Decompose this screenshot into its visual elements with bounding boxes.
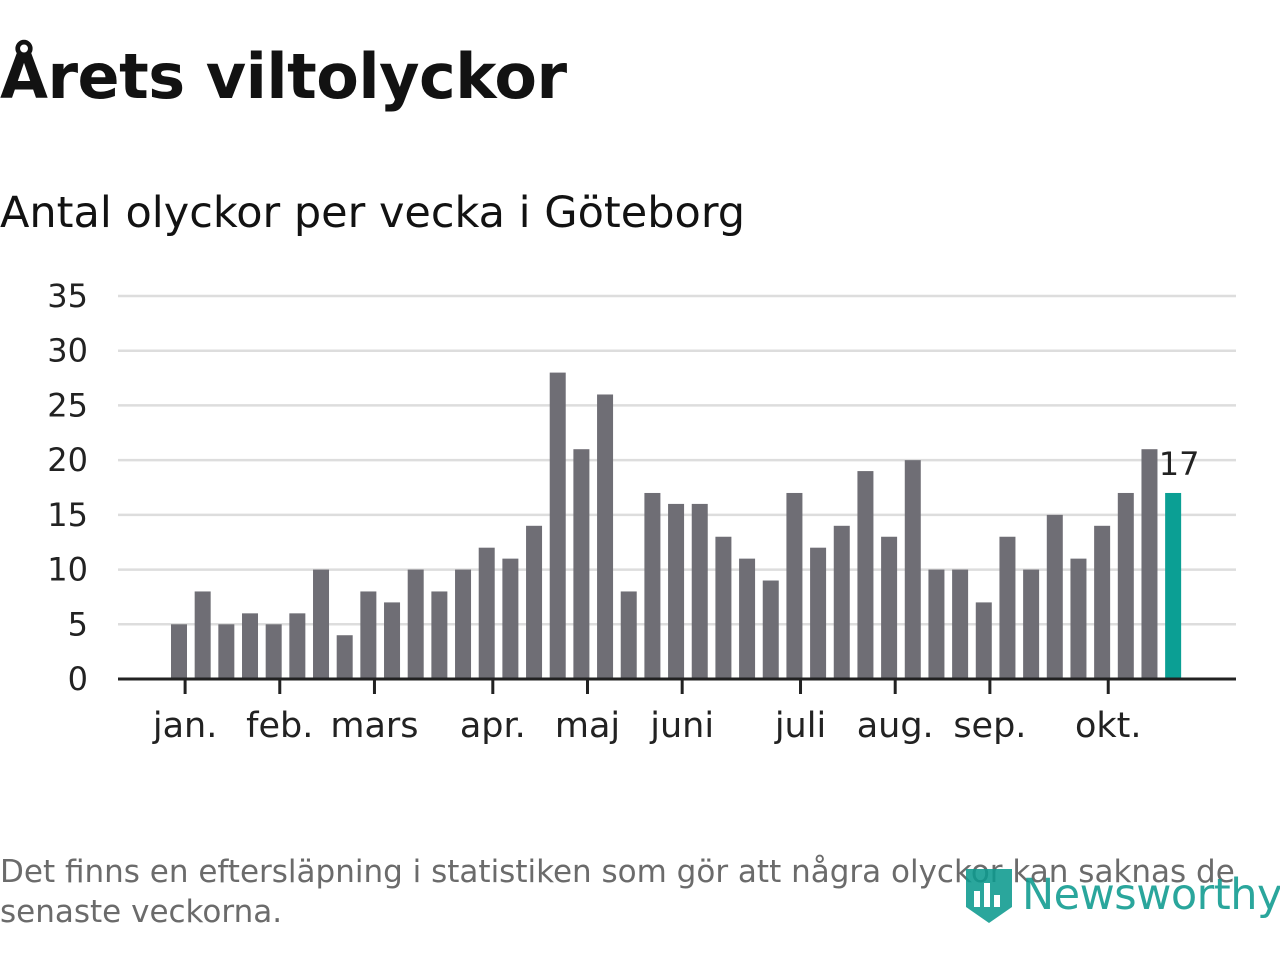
bar xyxy=(407,569,424,679)
bar xyxy=(952,569,969,679)
bar-chart-shield-icon xyxy=(966,869,1012,923)
x-tick-label: aug. xyxy=(857,706,934,746)
bar xyxy=(289,613,306,679)
footnote: Det finns en eftersläpning i statistiken… xyxy=(0,854,1235,930)
bar xyxy=(833,525,850,679)
bar xyxy=(1094,525,1111,679)
bar xyxy=(502,558,519,679)
bar xyxy=(904,460,921,679)
x-tick-label: apr. xyxy=(460,706,526,746)
chart-title: Årets viltolyckor xyxy=(0,40,567,113)
bar xyxy=(171,624,187,679)
chart-subtitle: Antal olyckor per vecka i Göteborg xyxy=(0,188,746,238)
bar xyxy=(715,536,732,679)
bar xyxy=(1141,449,1158,679)
bar xyxy=(549,372,566,679)
y-tick-label: 25 xyxy=(47,386,88,424)
bar xyxy=(218,624,235,679)
bar xyxy=(928,569,945,679)
bar xyxy=(691,503,708,679)
bar xyxy=(597,394,614,679)
x-tick-label: juni xyxy=(649,706,714,746)
bar xyxy=(455,569,472,679)
bar xyxy=(762,580,779,679)
bar xyxy=(1117,492,1134,679)
x-tick-label: okt. xyxy=(1075,706,1142,746)
bar xyxy=(265,624,282,679)
brand-name: Newsworthy xyxy=(1022,870,1280,920)
bar xyxy=(360,591,377,679)
y-tick-label: 5 xyxy=(68,605,88,643)
bar xyxy=(242,613,259,679)
bar-highlight xyxy=(1165,492,1182,679)
bar xyxy=(313,569,330,679)
bar xyxy=(857,471,874,679)
x-tick-label: mars xyxy=(330,706,418,746)
brand-logo: Newsworthy xyxy=(962,860,1280,930)
bar xyxy=(810,547,827,679)
x-tick-label: feb. xyxy=(246,706,313,746)
bar xyxy=(431,591,448,679)
y-tick-label: 10 xyxy=(47,551,88,589)
bar xyxy=(1070,558,1087,679)
bar-chart: 0 5 10 15 20 25 30 35 17 jan. feb. mars apr. maj juni j… xyxy=(47,277,1236,746)
bar xyxy=(999,536,1016,679)
bar xyxy=(336,635,353,679)
bar xyxy=(526,525,543,679)
x-tick-label: juli xyxy=(774,706,826,746)
bar xyxy=(881,536,898,679)
y-tick-label: 35 xyxy=(47,277,88,315)
bar-value-label: 17 xyxy=(1159,445,1200,483)
y-tick-label: 0 xyxy=(68,660,88,698)
x-tick-label: jan. xyxy=(152,706,217,746)
x-tick-label: sep. xyxy=(953,706,1026,746)
y-tick-label: 30 xyxy=(47,332,88,370)
bar xyxy=(739,558,756,679)
bar xyxy=(786,492,803,679)
bar xyxy=(478,547,495,679)
bar xyxy=(194,591,211,679)
bar xyxy=(668,503,685,679)
x-tick-label: maj xyxy=(555,706,620,746)
bar xyxy=(620,591,637,679)
bar xyxy=(975,602,992,679)
bar xyxy=(384,602,401,679)
bar xyxy=(1023,569,1040,679)
bar xyxy=(1046,514,1063,679)
y-tick-label: 20 xyxy=(47,441,88,479)
bar xyxy=(573,449,590,679)
bar xyxy=(644,492,661,679)
y-tick-label: 15 xyxy=(47,496,88,534)
